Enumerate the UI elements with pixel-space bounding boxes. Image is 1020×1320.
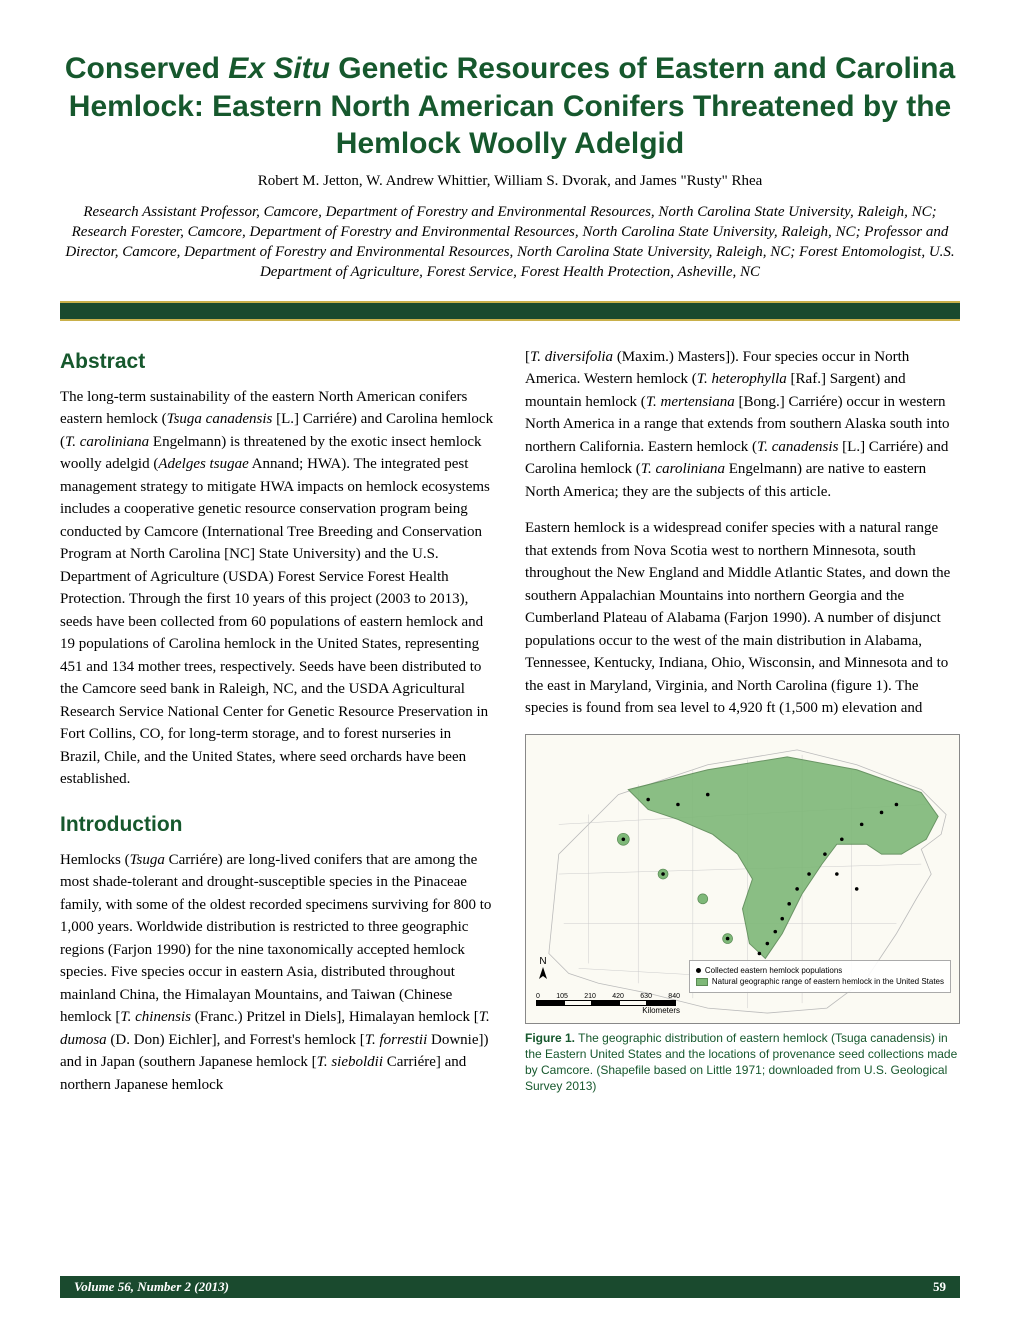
authors-line: Robert M. Jetton, W. Andrew Whittier, Wi…	[60, 173, 960, 190]
north-label: N	[536, 956, 550, 967]
introduction-text-col2-p2: Eastern hemlock is a widespread conifer …	[525, 517, 960, 720]
scale-labels: 0 105 210 420 630 840	[536, 993, 680, 1000]
legend-patch-icon	[696, 978, 708, 986]
legend-dot-icon	[696, 968, 701, 973]
compass-icon	[536, 967, 550, 985]
affiliations: Research Assistant Professor, Camcore, D…	[60, 202, 960, 283]
scale-tick: 840	[668, 993, 680, 1000]
footer-volume: Volume 56, Number 2 (2013)	[74, 1279, 229, 1295]
scale-tick: 630	[640, 993, 652, 1000]
introduction-text-col1: Hemlocks (Tsuga Carriére) are long-lived…	[60, 849, 495, 1097]
abstract-heading: Abstract	[60, 350, 495, 374]
scale-tick: 0	[536, 993, 540, 1000]
article-title: Conserved Ex Situ Genetic Resources of E…	[60, 50, 960, 163]
range-patch	[698, 893, 708, 903]
footer-page-number: 59	[933, 1279, 946, 1295]
legend-label-2: Natural geographic range of eastern heml…	[712, 976, 944, 987]
right-column: [T. diversifolia (Maxim.) Masters]). Fou…	[525, 346, 960, 1097]
legend-label-1: Collected eastern hemlock populations	[705, 965, 842, 976]
introduction-heading: Introduction	[60, 813, 495, 837]
page-footer-bar: Volume 56, Number 2 (2013) 59	[60, 1276, 960, 1298]
scale-tick: 210	[584, 993, 596, 1000]
introduction-text-col2-p1: [T. diversifolia (Maxim.) Masters]). Fou…	[525, 346, 960, 504]
figure-1-caption: Figure 1. The geographic distribution of…	[525, 1030, 960, 1095]
figure-1-map: N Collected eastern hemlock populations …	[525, 734, 960, 1024]
scale-tick: 105	[556, 993, 568, 1000]
scale-bar: 0 105 210 420 630 840 Kilometers	[536, 993, 680, 1015]
scale-unit: Kilometers	[536, 1006, 680, 1015]
figure-caption-text: The geographic distribution of eastern h…	[525, 1031, 957, 1094]
header-divider-bar	[60, 301, 960, 321]
scale-tick: 420	[612, 993, 624, 1000]
north-arrow: N	[536, 956, 550, 988]
legend-item-points: Collected eastern hemlock populations	[696, 965, 944, 976]
left-column: Abstract The long-term sustainability of…	[60, 346, 495, 1097]
figure-label: Figure 1.	[525, 1031, 575, 1045]
two-column-body: Abstract The long-term sustainability of…	[60, 346, 960, 1097]
map-legend: Collected eastern hemlock populations Na…	[689, 960, 951, 992]
abstract-text: The long-term sustainability of the east…	[60, 386, 495, 791]
legend-item-range: Natural geographic range of eastern heml…	[696, 976, 944, 987]
